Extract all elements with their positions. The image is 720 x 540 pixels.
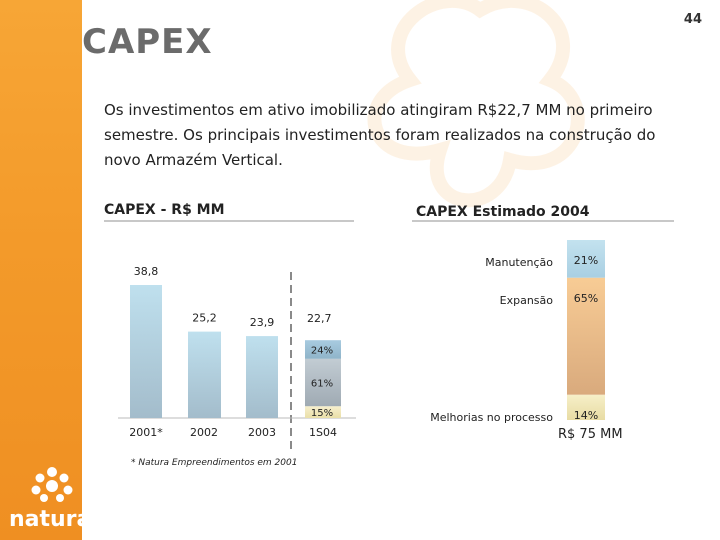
- brand-sidebar: [0, 0, 82, 540]
- x-tick-label: 2001*: [129, 426, 163, 439]
- stack-segment-1: [305, 340, 341, 359]
- natura-logo: natura: [9, 467, 91, 532]
- bar-2002: [188, 331, 221, 418]
- intro-paragraph: Os investimentos em ativo imobilizado at…: [104, 101, 656, 169]
- chart1-title: CAPEX - R$ MM: [104, 202, 225, 218]
- chart1-title-rule: [104, 220, 354, 222]
- estimate-percent-label: 21%: [574, 254, 598, 267]
- estimate-category-label: Melhorias no processo: [430, 411, 553, 424]
- chart2-title-rule: [412, 220, 674, 222]
- estimate-category-label: Manutenção: [485, 256, 553, 269]
- watermark-flower-icon: [367, 0, 585, 208]
- estimate-percent-label: 65%: [574, 292, 598, 305]
- bar-value-label: 25,2: [192, 312, 217, 325]
- bar-value-label: 38,8: [134, 265, 159, 278]
- stack-segment-label: 15%: [311, 408, 333, 419]
- x-tick-label: 2003: [248, 426, 276, 439]
- stack-segment-label: 61%: [311, 379, 333, 390]
- brand-name: natura: [9, 507, 91, 532]
- estimate-percent-label: 14%: [574, 409, 598, 422]
- chart2-title: CAPEX Estimado 2004: [416, 204, 590, 220]
- estimate-segment-2: [567, 277, 605, 395]
- page-number: 44: [683, 12, 702, 27]
- stack-segment-2: [305, 358, 341, 407]
- bar-2003: [246, 336, 278, 418]
- stack-segment-3: [305, 406, 341, 418]
- x-tick-label: 1S04: [309, 426, 337, 439]
- bar-value-label: 23,9: [250, 316, 275, 329]
- estimate-segment-1: [567, 240, 605, 278]
- estimate-category-label: Expansão: [500, 294, 554, 307]
- page-title: CAPEX: [82, 22, 213, 62]
- footnote: * Natura Empreendimentos em 2001: [131, 458, 298, 468]
- x-tick-label: 2002: [190, 426, 218, 439]
- stack-segment-label: 24%: [311, 346, 333, 357]
- estimate-segment-3: [567, 394, 605, 420]
- capex-total-label: R$ 75 MM: [558, 427, 623, 442]
- bar-2001: [130, 285, 162, 418]
- bar-value-label: 22,7: [307, 312, 332, 325]
